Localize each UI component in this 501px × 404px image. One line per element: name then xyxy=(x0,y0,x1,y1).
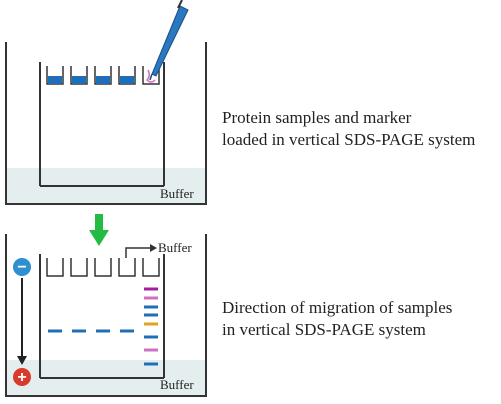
sample-2 xyxy=(72,76,86,84)
anode-symbol: + xyxy=(17,369,26,386)
bottom-apparatus: Buffer Buffer xyxy=(5,234,207,397)
top-caption: Protein samples and marker loaded in ver… xyxy=(222,107,475,151)
bottom-wells xyxy=(46,258,160,277)
marker-ladder xyxy=(144,287,158,366)
cathode-symbol: − xyxy=(17,259,26,276)
bottom-buffer-tank xyxy=(5,234,207,397)
sample-4 xyxy=(120,76,134,84)
bottom-buffer-top-label: Buffer xyxy=(158,240,192,255)
bottom-well-5 xyxy=(142,258,160,277)
bottom-caption-line-2: in vertical SDS-PAGE system xyxy=(222,320,426,339)
top-buffer-label: Buffer xyxy=(160,186,194,201)
top-caption-line-2: loaded in vertical SDS-PAGE system xyxy=(222,130,476,149)
top-caption-line-1: Protein samples and marker xyxy=(222,108,412,127)
pipette-icon xyxy=(145,0,189,83)
bottom-well-3 xyxy=(94,258,112,277)
buffer-level-arrow-icon xyxy=(125,244,157,258)
sample-3 xyxy=(96,76,110,84)
bottom-caption-line-1: Direction of migration of samples xyxy=(222,298,453,317)
cathode-icon: − xyxy=(13,258,31,276)
green-down-arrow-icon xyxy=(89,214,109,246)
top-buffer-tank xyxy=(5,42,207,205)
bottom-well-4 xyxy=(118,258,136,277)
bottom-well-1 xyxy=(46,258,64,277)
anode-icon: + xyxy=(13,368,31,386)
migration-direction-arrow-icon xyxy=(17,278,27,365)
top-apparatus: Buffer xyxy=(5,0,207,205)
bottom-well-2 xyxy=(70,258,88,277)
top-loaded-samples xyxy=(48,76,134,84)
sample-1 xyxy=(48,76,62,84)
top-well-5 xyxy=(142,66,160,85)
bottom-buffer-bottom-label: Buffer xyxy=(160,377,194,392)
bottom-caption: Direction of migration of samples in ver… xyxy=(222,297,452,341)
